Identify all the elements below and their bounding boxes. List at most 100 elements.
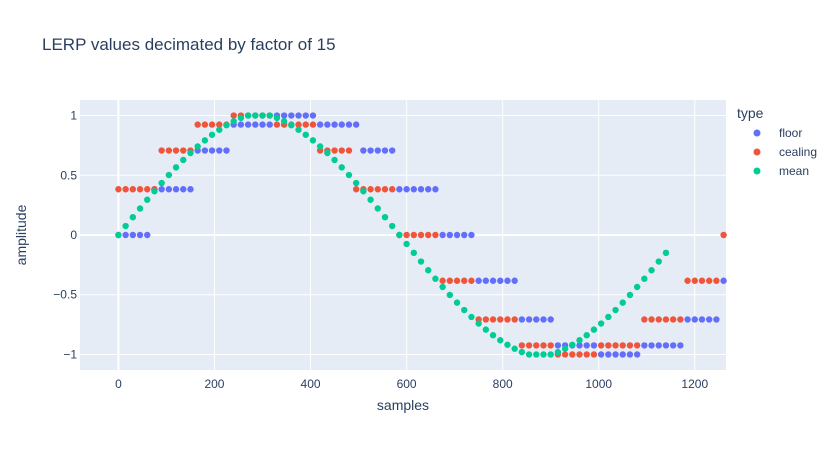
data-point-floor[interactable] [612,351,619,358]
data-point-cealing[interactable] [432,231,439,239]
data-point-mean[interactable] [525,351,533,358]
data-point-floor[interactable] [187,186,194,193]
data-point-floor[interactable] [266,121,273,128]
data-point-floor[interactable] [518,316,526,323]
data-point-floor[interactable] [208,147,216,154]
data-point-floor[interactable] [705,316,713,323]
data-point-floor[interactable] [576,342,583,349]
data-point-cealing[interactable] [662,316,670,323]
data-point-mean[interactable] [324,149,331,157]
data-point-cealing[interactable] [410,231,418,239]
data-point-cealing[interactable] [497,316,504,323]
data-point-cealing[interactable] [590,351,598,358]
data-point-floor[interactable] [425,186,432,193]
data-point-mean[interactable] [122,222,129,230]
data-point-cealing[interactable] [561,351,569,358]
data-point-cealing[interactable] [352,186,360,193]
data-point-floor[interactable] [641,342,648,349]
data-point-floor[interactable] [144,231,151,239]
data-point-mean[interactable] [590,326,598,333]
legend-item-floor[interactable]: floor [753,126,803,140]
data-point-cealing[interactable] [367,186,374,193]
data-point-cealing[interactable] [295,121,302,128]
data-point-mean[interactable] [266,112,273,119]
data-point-mean[interactable] [316,143,324,150]
data-point-mean[interactable] [352,179,360,187]
data-point-mean[interactable] [259,112,266,119]
data-point-floor[interactable] [439,231,446,239]
data-point-cealing[interactable] [698,277,706,284]
data-point-cealing[interactable] [417,231,425,239]
data-point-mean[interactable] [129,213,137,221]
data-point-cealing[interactable] [540,342,547,349]
data-point-floor[interactable] [446,231,454,239]
data-point-mean[interactable] [569,341,576,348]
data-point-floor[interactable] [677,342,684,349]
data-point-mean[interactable] [360,188,367,195]
data-point-mean[interactable] [648,267,655,274]
data-point-floor[interactable] [554,342,562,349]
data-point-floor[interactable] [461,231,468,239]
legend[interactable]: type floor cealing mean [737,105,817,178]
data-point-floor[interactable] [605,351,612,358]
data-point-floor[interactable] [180,186,187,193]
data-point-cealing[interactable] [122,186,129,193]
data-point-floor[interactable] [410,186,418,193]
data-point-cealing[interactable] [338,147,345,154]
data-point-floor[interactable] [129,231,137,239]
data-point-cealing[interactable] [569,351,576,358]
data-point-cealing[interactable] [273,121,281,128]
data-point-mean[interactable] [547,351,554,358]
data-point-floor[interactable] [482,277,490,284]
data-point-mean[interactable] [331,156,338,164]
data-point-mean[interactable] [115,231,122,239]
data-point-mean[interactable] [489,332,497,339]
data-point-mean[interactable] [655,258,662,265]
data-point-mean[interactable] [410,249,418,257]
data-point-cealing[interactable] [331,147,338,154]
data-point-floor[interactable] [352,121,360,128]
data-point-floor[interactable] [619,351,626,358]
data-point-cealing[interactable] [208,121,216,128]
data-point-cealing[interactable] [713,277,720,284]
data-point-cealing[interactable] [525,342,533,349]
data-point-mean[interactable] [302,131,309,138]
data-point-cealing[interactable] [453,277,461,284]
data-point-floor[interactable] [662,342,670,349]
data-point-mean[interactable] [626,291,634,299]
data-point-floor[interactable] [302,112,309,119]
data-point-cealing[interactable] [612,342,619,349]
data-point-mean[interactable] [540,351,547,358]
data-point-cealing[interactable] [691,277,698,284]
data-point-floor[interactable] [475,277,482,284]
data-point-cealing[interactable] [677,316,684,323]
data-point-mean[interactable] [288,122,295,129]
data-point-floor[interactable] [626,351,634,358]
data-point-cealing[interactable] [533,342,540,349]
data-point-cealing[interactable] [115,186,122,193]
data-point-floor[interactable] [381,147,389,154]
data-point-cealing[interactable] [720,231,727,239]
data-point-cealing[interactable] [136,186,144,193]
data-point-floor[interactable] [633,351,641,358]
data-point-cealing[interactable] [388,186,396,193]
legend-item-mean[interactable]: mean [753,164,810,178]
data-point-mean[interactable] [453,299,461,306]
data-point-floor[interactable] [237,121,245,128]
data-point-cealing[interactable] [489,316,497,323]
data-point-floor[interactable] [597,351,605,358]
data-point-mean[interactable] [633,283,641,291]
data-point-cealing[interactable] [547,342,554,349]
data-point-mean[interactable] [136,205,144,212]
data-point-floor[interactable] [511,277,518,284]
data-point-cealing[interactable] [403,231,410,239]
data-point-mean[interactable] [345,171,353,179]
data-point-mean[interactable] [482,326,490,333]
legend-item-cealing[interactable]: cealing [753,145,818,159]
data-point-floor[interactable] [698,316,706,323]
data-point-cealing[interactable] [619,342,626,349]
data-point-cealing[interactable] [518,342,526,349]
data-point-mean[interactable] [187,149,194,157]
data-point-mean[interactable] [144,196,151,203]
data-point-floor[interactable] [316,121,324,128]
